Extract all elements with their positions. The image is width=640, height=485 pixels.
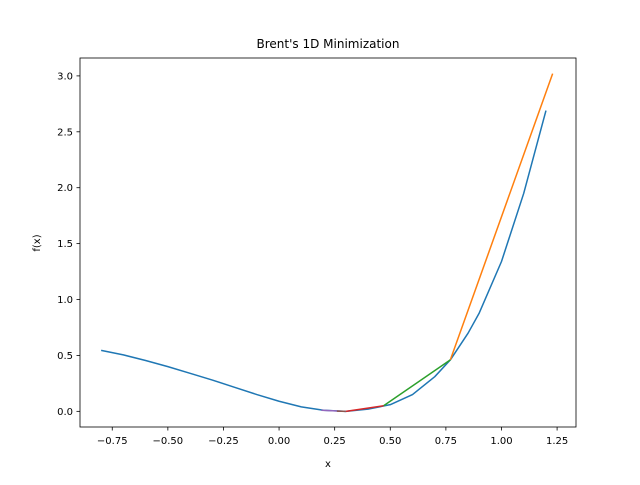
y-tick-label: 2.5 [57, 127, 73, 138]
y-tick-label: 0.0 [57, 407, 73, 418]
x-tick-label: 1.00 [490, 436, 512, 447]
x-tick-label: 0.75 [435, 436, 457, 447]
x-tick-label: −0.25 [208, 436, 239, 447]
y-tick-label: 1.5 [57, 239, 73, 250]
y-tick-label: 0.5 [57, 351, 73, 362]
x-tick-label: 0.50 [379, 436, 401, 447]
y-tick-label: 2.0 [57, 183, 73, 194]
x-tick-label: −0.50 [153, 436, 184, 447]
x-tick-label: 1.25 [546, 436, 568, 447]
y-axis-label: f(x) [32, 234, 43, 251]
y-tick-label: 3.0 [57, 71, 73, 82]
x-tick-label: 0.25 [324, 436, 346, 447]
y-tick-label: 1.0 [57, 295, 73, 306]
chart-title: Brent's 1D Minimization [257, 37, 400, 51]
x-axis-label: x [325, 459, 331, 470]
x-tick-label: −0.75 [97, 436, 128, 447]
x-tick-label: 0.00 [268, 436, 290, 447]
